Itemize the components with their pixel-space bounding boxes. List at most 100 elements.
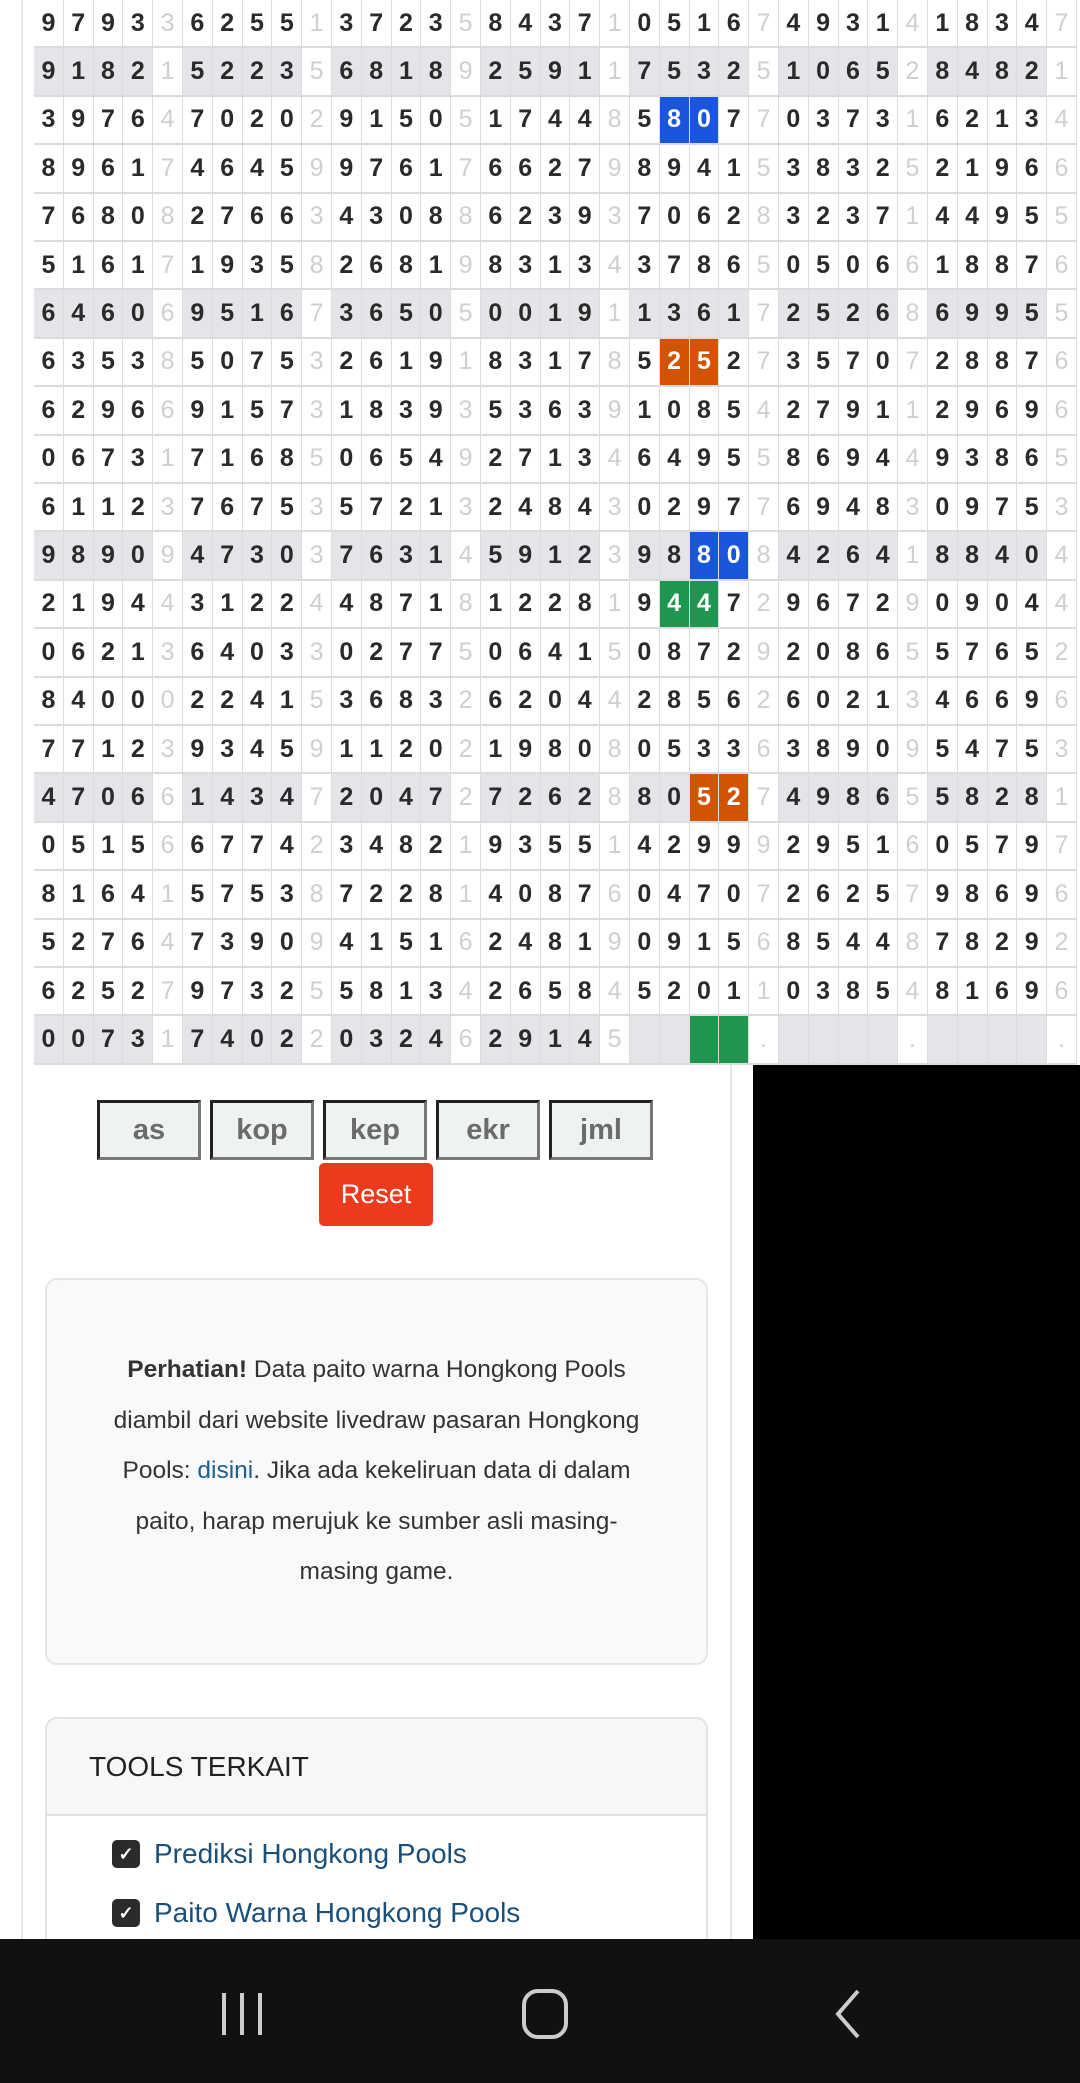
paito-separator-cell[interactable]: 1 bbox=[898, 193, 928, 242]
paito-digit-cell[interactable]: 2 bbox=[480, 48, 511, 97]
paito-digit-cell[interactable]: 7 bbox=[182, 484, 213, 533]
paito-digit-cell[interactable]: 7 bbox=[212, 871, 243, 920]
paito-separator-cell[interactable]: 1 bbox=[451, 338, 481, 388]
paito-separator-cell[interactable]: 4 bbox=[451, 532, 481, 581]
paito-digit-cell[interactable]: 4 bbox=[242, 677, 273, 726]
paito-separator-cell[interactable]: 2 bbox=[1047, 919, 1077, 968]
paito-separator-cell[interactable]: 8 bbox=[302, 242, 332, 291]
paito-digit-cell[interactable]: 5 bbox=[510, 48, 541, 97]
paito-digit-cell[interactable]: 2 bbox=[63, 968, 94, 1017]
paito-separator-cell[interactable]: 9 bbox=[898, 726, 928, 775]
paito-digit-cell[interactable]: 2 bbox=[510, 774, 541, 823]
paito-separator-cell[interactable]: 4 bbox=[898, 0, 928, 49]
paito-digit-cell[interactable]: 7 bbox=[838, 96, 869, 146]
paito-digit-cell[interactable]: 2 bbox=[331, 774, 362, 823]
paito-digit-cell[interactable]: 4 bbox=[182, 532, 213, 581]
paito-digit-cell[interactable]: 9 bbox=[182, 387, 213, 436]
paito-separator-cell[interactable]: 8 bbox=[749, 193, 779, 242]
paito-digit-cell[interactable]: 0 bbox=[421, 96, 452, 146]
paito-separator-cell[interactable]: 2 bbox=[749, 580, 779, 630]
paito-separator-cell[interactable]: 5 bbox=[600, 1016, 630, 1065]
paito-digit-cell[interactable]: 9 bbox=[1017, 871, 1048, 920]
paito-digit-cell[interactable]: 1 bbox=[421, 919, 452, 968]
paito-digit-cell[interactable]: 7 bbox=[182, 1016, 213, 1065]
paito-digit-cell[interactable]: 9 bbox=[838, 726, 869, 775]
paito-digit-cell[interactable]: 7 bbox=[987, 726, 1018, 775]
paito-digit-cell[interactable]: 8 bbox=[361, 48, 392, 97]
paito-digit-cell[interactable]: 7 bbox=[182, 919, 213, 968]
paito-digit-cell[interactable]: 0 bbox=[778, 968, 809, 1017]
paito-digit-cell[interactable]: 5 bbox=[272, 145, 303, 194]
paito-digit-cell[interactable]: 3 bbox=[242, 532, 273, 581]
paito-digit-cell[interactable]: 1 bbox=[540, 290, 571, 339]
paito-digit-cell[interactable]: 6 bbox=[510, 145, 541, 194]
paito-digit-cell[interactable]: 7 bbox=[242, 484, 273, 533]
paito-digit-cell[interactable]: 6 bbox=[778, 677, 809, 726]
paito-digit-cell[interactable]: 3 bbox=[421, 968, 452, 1017]
paito-digit-cell[interactable]: 3 bbox=[1017, 96, 1048, 146]
paito-digit-cell[interactable]: 0 bbox=[719, 532, 750, 581]
paito-digit-cell[interactable]: 6 bbox=[361, 290, 392, 339]
paito-digit-cell[interactable]: 0 bbox=[212, 338, 243, 388]
paito-digit-cell[interactable]: 1 bbox=[182, 242, 213, 291]
paito-digit-cell[interactable]: 5 bbox=[93, 338, 124, 388]
paito-digit-cell[interactable]: 7 bbox=[719, 96, 750, 146]
paito-digit-cell[interactable]: 5 bbox=[629, 338, 660, 388]
paito-separator-cell[interactable]: 8 bbox=[153, 193, 183, 242]
paito-digit-cell[interactable]: 5 bbox=[1017, 193, 1048, 242]
paito-digit-cell[interactable]: 1 bbox=[570, 48, 601, 97]
paito-digit-cell[interactable]: 5 bbox=[1017, 726, 1048, 775]
paito-separator-cell[interactable]: 3 bbox=[153, 726, 183, 775]
paito-digit-cell[interactable]: 0 bbox=[629, 629, 660, 678]
paito-digit-cell[interactable]: 0 bbox=[629, 871, 660, 920]
paito-digit-cell[interactable]: 4 bbox=[540, 629, 571, 678]
paito-digit-cell[interactable]: 8 bbox=[570, 968, 601, 1017]
paito-separator-cell[interactable]: 6 bbox=[1047, 145, 1077, 194]
tool-link-label[interactable]: Paito Warna Hongkong Pools bbox=[154, 1897, 521, 1928]
paito-digit-cell[interactable]: 4 bbox=[391, 774, 422, 823]
paito-digit-cell[interactable]: 3 bbox=[391, 532, 422, 581]
paito-digit-cell[interactable]: 3 bbox=[331, 822, 362, 872]
paito-separator-cell[interactable]: 7 bbox=[302, 774, 332, 823]
paito-digit-cell[interactable]: 3 bbox=[182, 580, 213, 630]
paito-digit-cell[interactable]: 7 bbox=[629, 193, 660, 242]
paito-digit-cell[interactable]: 1 bbox=[480, 96, 511, 146]
paito-digit-cell[interactable]: 1 bbox=[540, 338, 571, 388]
paito-digit-cell[interactable]: 4 bbox=[927, 677, 958, 726]
paito-digit-cell[interactable]: 0 bbox=[480, 290, 511, 339]
paito-digit-cell[interactable]: 0 bbox=[778, 96, 809, 146]
paito-digit-cell[interactable]: 0 bbox=[361, 774, 392, 823]
paito-digit-cell[interactable]: 6 bbox=[868, 290, 899, 339]
paito-separator-cell[interactable]: 1 bbox=[1047, 48, 1077, 97]
paito-digit-cell[interactable]: 7 bbox=[570, 338, 601, 388]
paito-digit-cell[interactable]: 2 bbox=[808, 532, 839, 581]
paito-digit-cell[interactable]: 6 bbox=[212, 145, 243, 194]
paito-digit-cell[interactable]: 6 bbox=[719, 0, 750, 49]
paito-digit-cell[interactable]: 5 bbox=[659, 0, 690, 49]
paito-digit-cell[interactable] bbox=[1017, 1016, 1048, 1065]
paito-digit-cell[interactable]: 9 bbox=[987, 193, 1018, 242]
paito-digit-cell[interactable]: 3 bbox=[421, 677, 452, 726]
paito-separator-cell[interactable]: 1 bbox=[153, 871, 183, 920]
paito-digit-cell[interactable]: 5 bbox=[34, 919, 64, 968]
paito-digit-cell[interactable]: 7 bbox=[34, 193, 64, 242]
paito-digit-cell[interactable]: 6 bbox=[987, 871, 1018, 920]
paito-digit-cell[interactable]: 1 bbox=[957, 145, 988, 194]
paito-digit-cell[interactable]: 5 bbox=[391, 290, 422, 339]
paito-digit-cell[interactable]: 6 bbox=[480, 193, 511, 242]
paito-digit-cell[interactable]: 0 bbox=[242, 1016, 273, 1065]
paito-digit-cell[interactable]: 8 bbox=[480, 338, 511, 388]
paito-digit-cell[interactable]: 8 bbox=[93, 193, 124, 242]
paito-digit-cell[interactable]: 3 bbox=[689, 48, 720, 97]
paito-digit-cell[interactable]: 7 bbox=[421, 774, 452, 823]
paito-digit-cell[interactable]: 6 bbox=[361, 435, 392, 484]
paito-digit-cell[interactable]: 8 bbox=[659, 629, 690, 678]
paito-separator-cell[interactable]: 9 bbox=[898, 580, 928, 630]
paito-separator-cell[interactable]: 5 bbox=[302, 968, 332, 1017]
paito-separator-cell[interactable]: 1 bbox=[600, 290, 630, 339]
paito-digit-cell[interactable]: 1 bbox=[719, 290, 750, 339]
paito-digit-cell[interactable]: 4 bbox=[927, 193, 958, 242]
paito-digit-cell[interactable]: 6 bbox=[182, 629, 213, 678]
paito-digit-cell[interactable]: 6 bbox=[182, 0, 213, 49]
paito-digit-cell[interactable]: 9 bbox=[808, 0, 839, 49]
